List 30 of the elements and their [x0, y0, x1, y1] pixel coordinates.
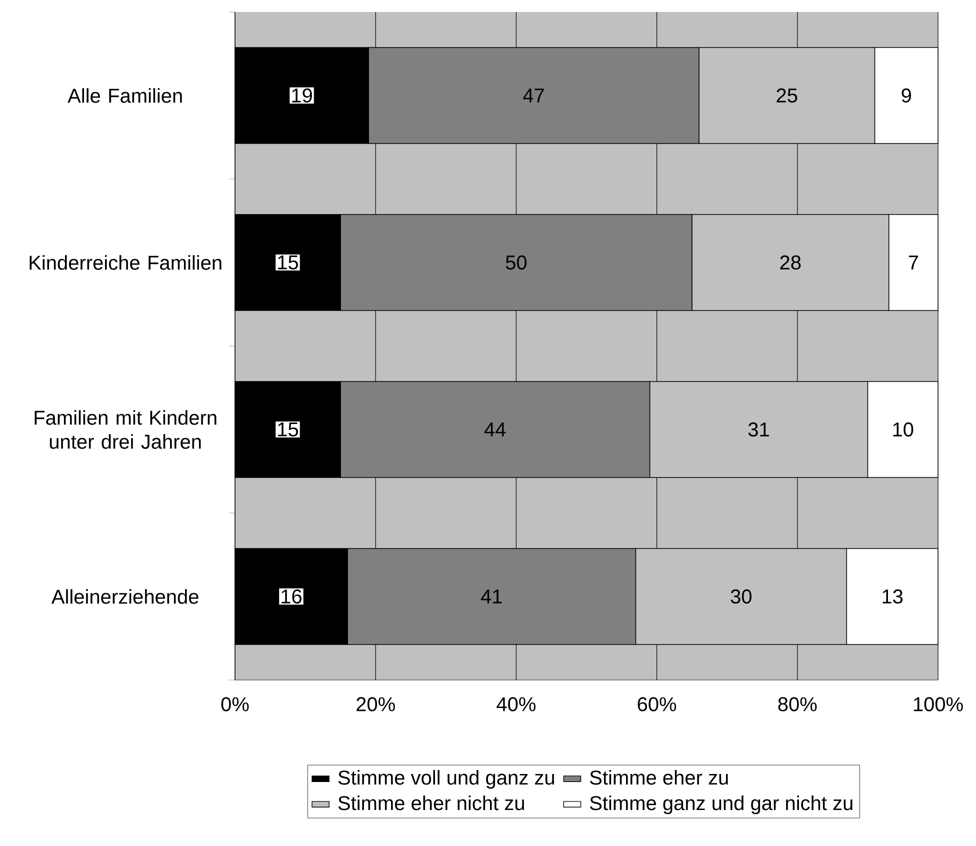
data-label: 28 [780, 255, 801, 270]
x-tick-label: 80% [778, 697, 817, 712]
data-label: 13 [882, 589, 903, 604]
data-label: 10 [893, 422, 914, 437]
legend-label: Stimme eher zu [590, 770, 728, 785]
legend-label: Stimme ganz und gar nicht zu [590, 796, 852, 814]
x-tick-label: 40% [496, 697, 536, 712]
x-tick-label: 20% [356, 697, 395, 712]
data-label: 31 [748, 422, 769, 437]
y-tick-label: Kinderreiche Familien [30, 255, 222, 270]
data-label: 25 [776, 88, 798, 103]
data-label: 44 [484, 422, 506, 436]
x-tick-label: 60% [638, 697, 676, 712]
data-label: 50 [506, 255, 527, 270]
data-label: 47 [523, 88, 544, 102]
data-label: 41 [480, 590, 502, 604]
data-label: 7 [908, 256, 918, 270]
x-tick-label: 0% [221, 697, 249, 712]
legend-label: Stimme voll und ganz zu [338, 770, 554, 789]
data-label: 30 [730, 589, 752, 604]
y-tick-label: Alleinerziehende [51, 589, 198, 604]
legend-label: Stimme eher nicht zu [338, 796, 524, 810]
x-tick-label: 100% [914, 697, 963, 712]
y-tick-label: Familien mit Kindern unter drei Jahren [34, 410, 216, 449]
data-label: 9 [902, 88, 911, 103]
data-label: 15 [278, 256, 298, 270]
data-label: 16 [282, 589, 302, 604]
data-label: 19 [292, 88, 312, 103]
y-tick-label: Alle Familien [68, 88, 182, 103]
data-label: 15 [278, 422, 298, 436]
